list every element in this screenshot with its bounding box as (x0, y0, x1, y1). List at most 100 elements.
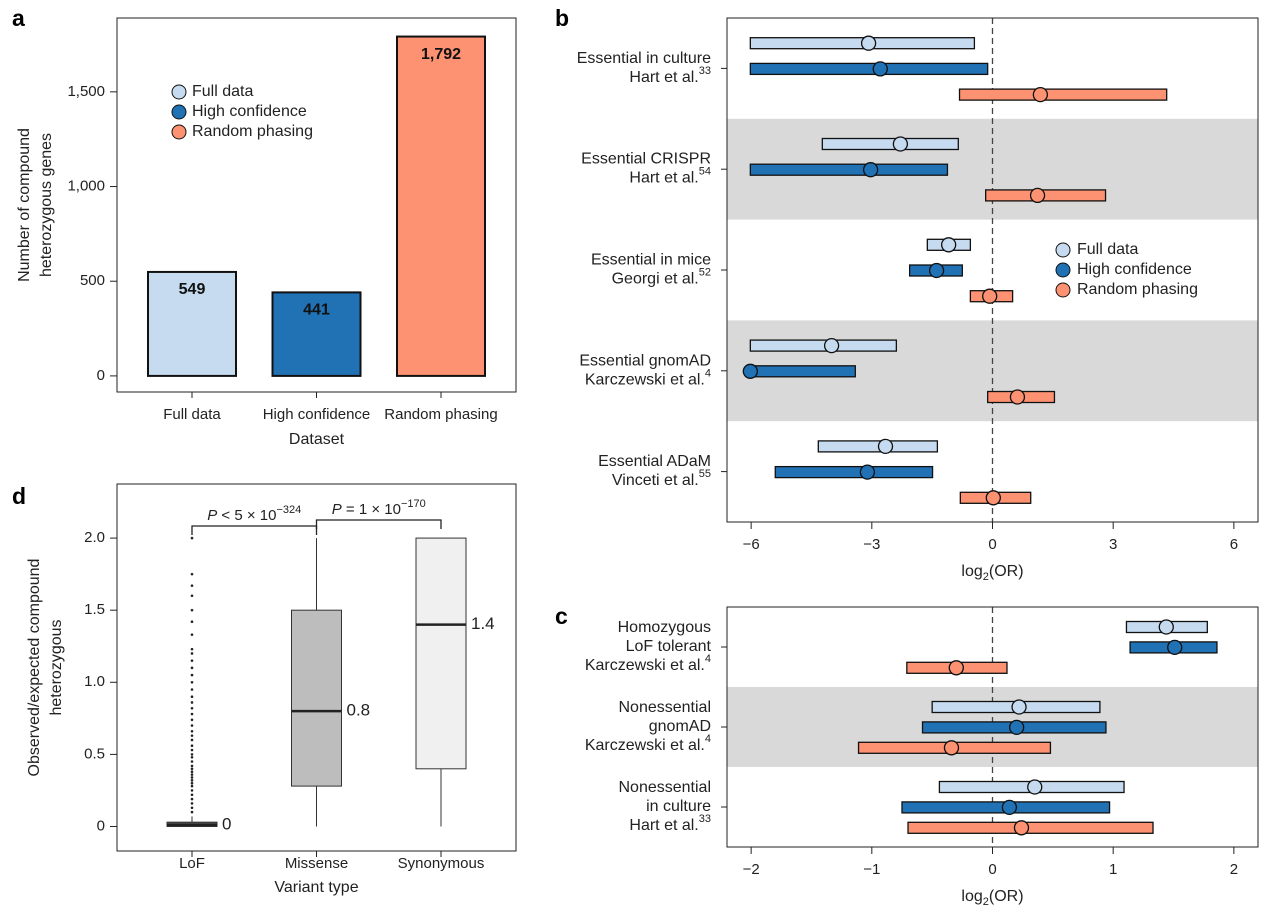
outlier (190, 779, 194, 782)
point-estimate (1167, 639, 1183, 656)
group-label: Hart et al.33 (629, 65, 711, 86)
group-label-line: Nonessential (619, 699, 712, 716)
group-label-line: Georgi et al. (612, 271, 699, 288)
x-tick-label: 2 (1230, 861, 1238, 878)
outlier (190, 633, 194, 636)
y-tick-label: 0 (97, 817, 105, 834)
outlier (190, 776, 194, 779)
ci-bar (749, 62, 989, 76)
x-axis-label: Dataset (289, 431, 345, 448)
x-tick-label: Missense (285, 855, 348, 872)
point-estimate (1011, 699, 1027, 715)
point-estimate (1158, 619, 1174, 635)
group-label: Karczewski et al.4 (585, 367, 711, 388)
group-label: Essential ADaM (598, 453, 711, 470)
outlier (190, 760, 194, 763)
group-label-line: Hart et al. (629, 170, 698, 187)
x-axis-label-suffix: (OR) (989, 888, 1024, 905)
point-estimate (928, 262, 945, 279)
group-label: Nonessential (619, 779, 712, 796)
x-axis-label-base: log (961, 563, 982, 580)
legend-swatch (171, 104, 187, 120)
outlier (190, 706, 194, 710)
p-value-text: = 1 × 10 (342, 501, 401, 518)
outlier (190, 789, 194, 792)
y-axis-label: heterozygous (48, 619, 65, 715)
group-label-line: Essential in culture (577, 50, 711, 67)
group-label-line: in culture (646, 798, 711, 815)
outlier (190, 724, 194, 727)
panel-letter: c (555, 603, 568, 629)
group-label: Karczewski et al.4 (585, 733, 711, 754)
point-estimate (948, 660, 964, 676)
group-label-line: Hart et al. (629, 69, 698, 86)
point-estimate (1032, 86, 1049, 103)
outlier (190, 695, 194, 699)
x-tick-label: Synonymous (398, 855, 485, 872)
legend-label: Random phasing (192, 123, 313, 140)
outlier (190, 767, 194, 771)
outlier (190, 718, 194, 722)
x-tick-label: 0 (988, 861, 996, 878)
group-label: gnomAD (649, 718, 711, 735)
x-tick-label: 6 (1230, 536, 1238, 553)
x-axis-label: log2(OR) (961, 563, 1023, 583)
reference-superscript: 54 (699, 166, 711, 178)
median-label: 0.8 (347, 701, 371, 720)
point-estimate (823, 337, 840, 354)
bar-value-label: 1,792 (421, 46, 461, 63)
outlier (190, 738, 194, 742)
outlier (190, 594, 194, 598)
group-label-line: Karczewski et al. (585, 372, 705, 389)
outlier (190, 730, 194, 733)
group-label: Essential in mice (591, 252, 711, 269)
p-value-label: P = 1 × 10−170 (332, 498, 426, 518)
y-tick-label: 1,500 (67, 83, 105, 100)
y-tick-label: 0 (97, 367, 105, 384)
reference-superscript: 33 (699, 65, 711, 77)
ci-bar (774, 465, 934, 479)
outlier (190, 773, 194, 776)
reference-superscript: 4 (705, 733, 711, 745)
ci-bar (749, 163, 949, 176)
outlier (190, 572, 194, 576)
x-tick-label: −2 (743, 861, 760, 878)
x-tick-label: −6 (743, 536, 760, 553)
group-label-line: Nonessential (619, 779, 712, 796)
outlier (190, 797, 194, 801)
y-tick-label: 0.5 (84, 745, 105, 762)
legend-swatch (1055, 262, 1071, 278)
ci-bar (985, 189, 1107, 202)
outlier (190, 659, 194, 662)
point-estimate (1009, 389, 1026, 405)
reference-superscript: 52 (699, 266, 711, 278)
point-estimate (943, 740, 960, 756)
p-value-symbol: P (332, 501, 342, 518)
reference-superscript: 4 (705, 653, 711, 665)
outlier (190, 734, 194, 737)
p-value-exponent: −324 (276, 504, 301, 516)
y-tick-label: 1.5 (84, 601, 105, 618)
panel-letter: d (12, 483, 26, 509)
outlier (190, 802, 194, 805)
reference-superscript: 4 (705, 367, 711, 379)
point-estimate (859, 464, 876, 480)
outlier (190, 770, 194, 773)
point-estimate (1001, 799, 1018, 816)
y-tick-label: 1,000 (67, 178, 105, 195)
group-label-line: Vinceti et al. (612, 472, 699, 489)
group-label: Essential gnomAD (579, 353, 711, 370)
significance-bracket (191, 525, 318, 535)
x-axis-label-subscript: 2 (983, 571, 989, 583)
outlier (190, 652, 194, 655)
median-label: 0 (222, 815, 231, 834)
x-tick-label: 3 (1109, 536, 1117, 553)
group-label: Georgi et al.52 (612, 266, 711, 287)
x-tick-label: Random phasing (384, 406, 497, 423)
ci-bar (749, 339, 898, 352)
point-estimate (860, 35, 877, 51)
ci-bar (821, 137, 959, 151)
outlier (190, 701, 194, 704)
point-estimate (1027, 779, 1043, 795)
